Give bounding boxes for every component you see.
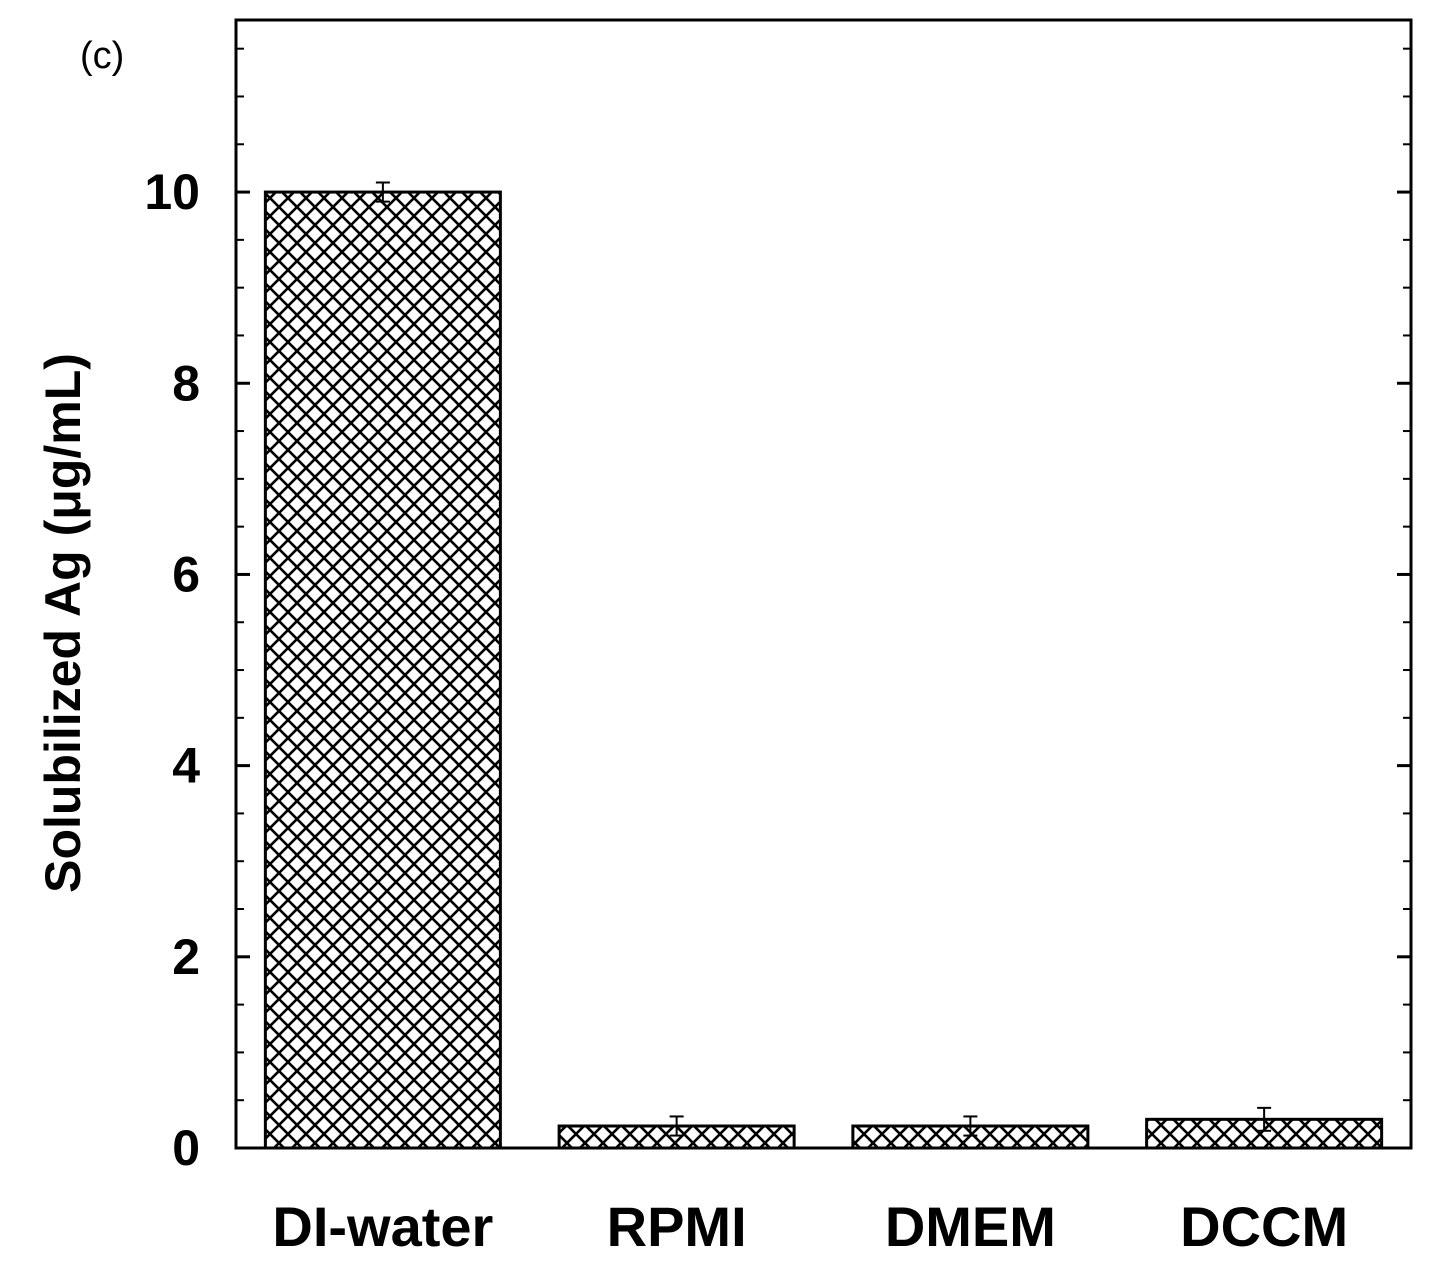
- x-tick-label: RPMI: [607, 1195, 747, 1258]
- bars-group: [263, 190, 1384, 1150]
- error-bar: [375, 181, 390, 203]
- x-axis: DI-water RPMI DMEM DCCM: [272, 1195, 1348, 1258]
- y-tick-label: 8: [172, 355, 200, 411]
- plot-frame: [234, 18, 1413, 1150]
- error-bar: [1257, 1106, 1272, 1132]
- y-axis-title: Solubilized Ag (μg/mL): [35, 353, 91, 893]
- y-tick-label: 6: [172, 546, 200, 602]
- y-tick-label: 10: [144, 164, 200, 220]
- bar-di-water: [263, 190, 502, 1150]
- y-tick-label: 2: [172, 929, 200, 985]
- x-tick-label: DCCM: [1180, 1195, 1348, 1258]
- y-tick-label: 0: [172, 1120, 200, 1176]
- error-bars-group: [375, 181, 1272, 1137]
- panel-label: (c): [80, 35, 124, 77]
- error-bar: [669, 1115, 684, 1137]
- y-axis: 0 2 4 6 8 10: [144, 47, 1411, 1176]
- x-tick-label: DI-water: [272, 1195, 493, 1258]
- x-tick-label: DMEM: [885, 1195, 1056, 1258]
- error-bar: [963, 1115, 978, 1137]
- y-tick-label: 4: [172, 738, 200, 794]
